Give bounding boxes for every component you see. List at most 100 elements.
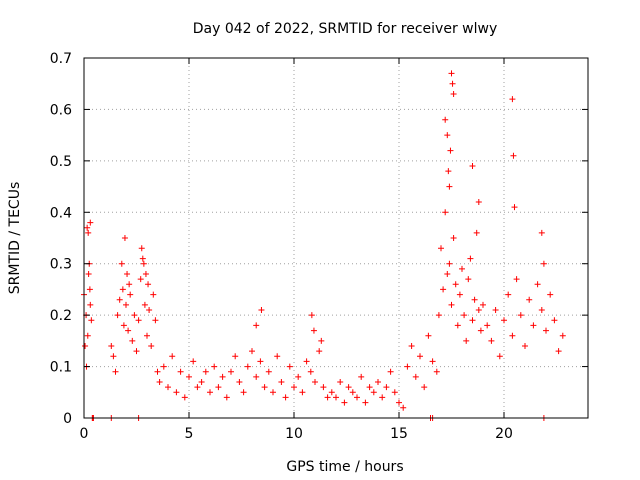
- data-point: [152, 317, 159, 324]
- data-point: [236, 379, 243, 385]
- data-point: [291, 384, 297, 391]
- data-point: [448, 70, 455, 77]
- data-point: [131, 312, 138, 319]
- y-tick-label: 0.5: [50, 154, 72, 170]
- data-point: [442, 116, 449, 123]
- data-point: [449, 80, 456, 87]
- data-point: [135, 317, 142, 324]
- data-point: [446, 260, 453, 267]
- data-point: [274, 353, 281, 360]
- y-tick-label: 0.7: [50, 51, 72, 67]
- chart-title: Day 042 of 2022, SRMTID for receiver wlw…: [193, 21, 498, 37]
- data-point: [190, 358, 197, 365]
- data-point: [228, 368, 234, 375]
- data-point: [295, 373, 302, 380]
- data-point: [324, 394, 331, 401]
- data-point: [85, 229, 92, 236]
- data-point: [452, 281, 459, 288]
- data-point: [496, 353, 503, 360]
- data-point: [425, 332, 432, 339]
- data-point: [253, 322, 260, 329]
- data-point: [121, 235, 128, 241]
- data-point: [433, 368, 440, 375]
- data-point: [387, 368, 394, 375]
- data-point: [120, 322, 127, 329]
- data-point: [127, 291, 134, 298]
- data-point: [448, 301, 455, 308]
- data-point: [116, 296, 123, 303]
- data-point: [139, 255, 146, 262]
- data-point: [447, 147, 454, 154]
- data-point: [169, 353, 176, 360]
- y-tick-label: 0.2: [50, 308, 72, 324]
- data-point: [366, 384, 373, 391]
- data-point: [438, 245, 444, 252]
- data-point: [165, 384, 171, 391]
- data-point: [258, 307, 265, 313]
- data-point: [312, 379, 318, 385]
- data-point: [396, 399, 402, 406]
- data-point: [345, 384, 352, 391]
- data-point: [87, 301, 94, 308]
- data-point: [85, 271, 92, 277]
- data-point: [480, 301, 486, 308]
- data-point: [333, 394, 339, 401]
- x-tick-label: 10: [285, 426, 303, 442]
- data-point: [400, 404, 407, 411]
- data-point: [328, 389, 335, 396]
- y-tick-label: 0: [63, 411, 72, 427]
- axis-ticks: 0 5 10 15 20 0 0.1 0.2 0.3 0.4 0.5 0.6 0.7: [50, 51, 588, 442]
- data-point: [278, 379, 285, 385]
- data-point: [471, 296, 478, 303]
- data-point: [492, 307, 499, 313]
- data-point: [442, 209, 449, 216]
- data-point: [318, 337, 325, 344]
- data-point: [257, 358, 264, 365]
- grid-lines: [84, 58, 588, 418]
- data-point: [177, 368, 184, 375]
- x-tick-label: 15: [390, 426, 408, 442]
- data-point: [240, 389, 247, 396]
- data-point: [429, 358, 436, 365]
- data-point: [129, 337, 136, 344]
- data-point: [123, 301, 129, 308]
- data-point: [223, 394, 230, 401]
- data-point: [445, 168, 452, 175]
- data-point: [370, 389, 377, 396]
- data-point: [265, 368, 272, 375]
- data-point: [181, 394, 188, 401]
- data-point: [534, 281, 541, 288]
- data-point: [444, 132, 451, 139]
- data-point: [124, 271, 131, 277]
- data-points: [81, 70, 566, 421]
- data-point: [186, 373, 192, 380]
- data-point: [286, 363, 293, 370]
- data-point: [150, 291, 157, 298]
- data-point: [125, 327, 132, 334]
- data-point: [543, 327, 549, 334]
- data-point: [408, 343, 415, 349]
- data-point: [282, 394, 289, 401]
- data-point: [538, 307, 545, 313]
- data-point: [469, 163, 476, 169]
- data-point: [316, 348, 323, 355]
- data-point: [362, 399, 369, 406]
- data-point: [383, 384, 390, 391]
- data-point: [137, 276, 144, 283]
- data-point: [551, 317, 558, 324]
- data-point: [261, 384, 268, 391]
- data-point: [501, 317, 507, 324]
- data-point: [303, 358, 310, 365]
- data-point: [194, 384, 201, 391]
- data-point: [450, 91, 457, 97]
- y-tick-label: 0.1: [50, 360, 72, 376]
- data-point: [148, 343, 155, 349]
- data-point: [473, 229, 480, 236]
- data-point: [142, 271, 149, 277]
- data-point: [465, 276, 472, 283]
- y-tick-label: 0.4: [50, 205, 72, 221]
- data-point: [555, 348, 562, 355]
- data-point: [215, 384, 222, 391]
- data-point: [144, 332, 150, 339]
- data-point: [211, 363, 218, 370]
